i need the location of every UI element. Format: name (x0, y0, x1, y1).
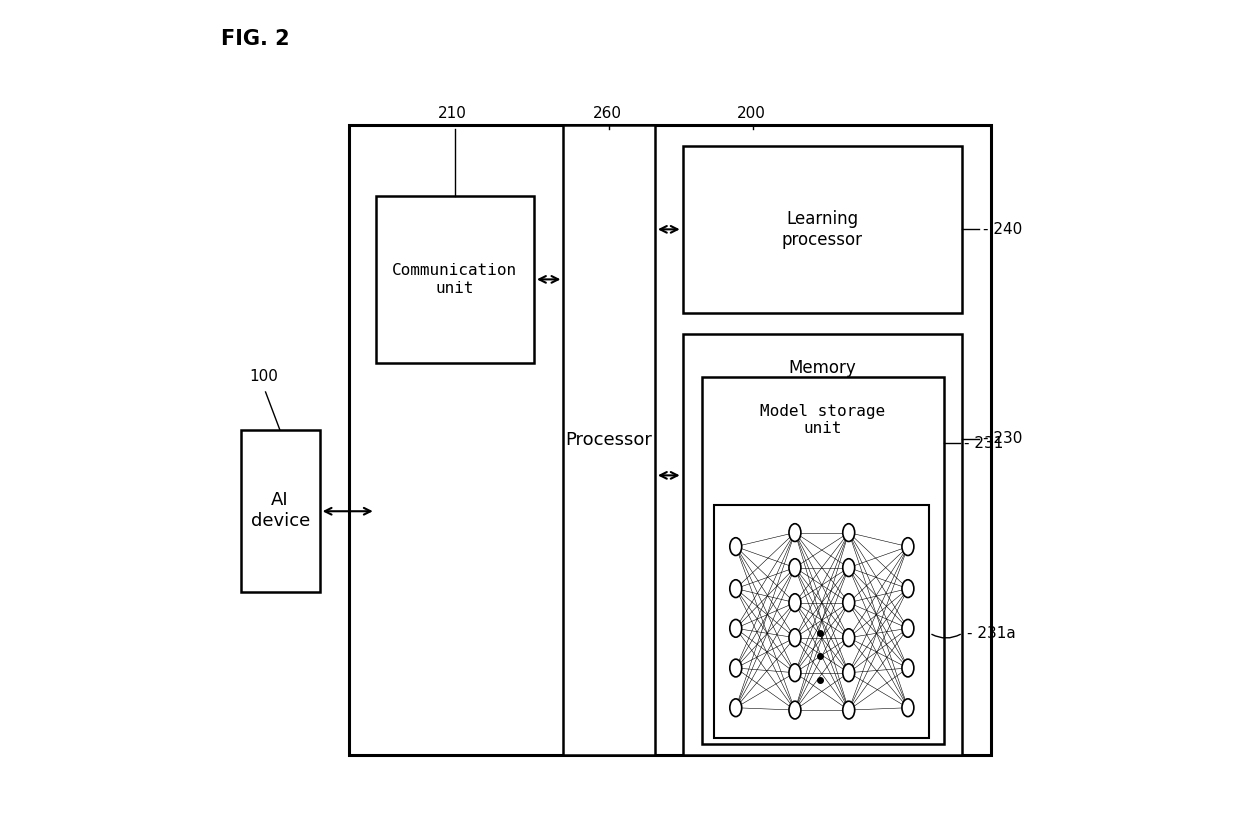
Text: - 240: - 240 (983, 222, 1022, 237)
Bar (714, 505, 930, 738)
Text: 200: 200 (737, 106, 765, 121)
Ellipse shape (843, 629, 854, 646)
Ellipse shape (843, 701, 854, 719)
Ellipse shape (901, 620, 914, 637)
Bar (348, 125, 991, 755)
Ellipse shape (730, 620, 742, 637)
Bar (682, 146, 962, 313)
Text: - 231a: - 231a (967, 626, 1016, 641)
Ellipse shape (901, 659, 914, 677)
Text: Communication
unit: Communication unit (392, 264, 517, 295)
Text: 260: 260 (593, 106, 621, 121)
Ellipse shape (901, 580, 914, 597)
Ellipse shape (789, 594, 801, 611)
Text: Processor: Processor (565, 431, 652, 449)
Bar (376, 196, 534, 363)
Text: - 231: - 231 (965, 435, 1004, 450)
Bar (241, 430, 320, 592)
Ellipse shape (730, 699, 742, 716)
Ellipse shape (730, 538, 742, 555)
Bar (682, 334, 962, 755)
Text: AI
device: AI device (250, 491, 310, 530)
Bar (702, 377, 944, 744)
Text: 100: 100 (249, 369, 278, 384)
Text: 210: 210 (438, 106, 467, 121)
Ellipse shape (789, 559, 801, 576)
Ellipse shape (901, 699, 914, 716)
Ellipse shape (843, 559, 854, 576)
Ellipse shape (789, 701, 801, 719)
Ellipse shape (789, 664, 801, 681)
Text: FIG. 2: FIG. 2 (222, 29, 290, 49)
Ellipse shape (843, 524, 854, 541)
Ellipse shape (730, 659, 742, 677)
Ellipse shape (730, 580, 742, 597)
Text: Memory: Memory (789, 359, 856, 377)
Bar (563, 125, 655, 755)
Text: Learning
processor: Learning processor (781, 210, 863, 249)
Ellipse shape (901, 538, 914, 555)
Ellipse shape (789, 629, 801, 646)
Text: Model storage
unit: Model storage unit (760, 404, 885, 436)
Ellipse shape (843, 664, 854, 681)
Text: - 230: - 230 (983, 431, 1022, 446)
Ellipse shape (789, 524, 801, 541)
Ellipse shape (843, 594, 854, 611)
